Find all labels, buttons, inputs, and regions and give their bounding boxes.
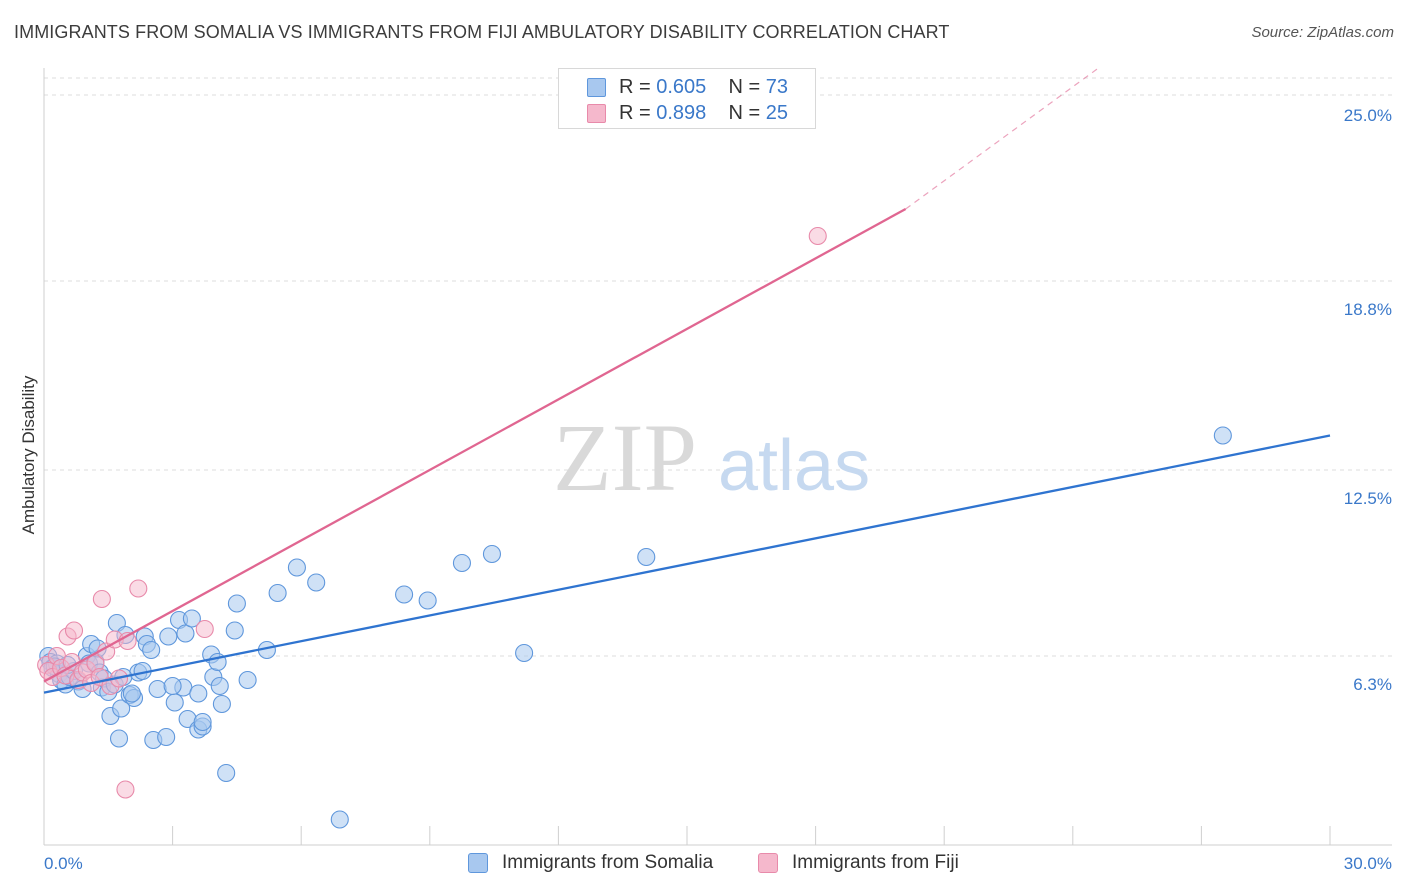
somalia-point [238, 670, 257, 690]
somalia-r-label: R = [619, 76, 651, 98]
somalia-point [482, 544, 502, 564]
somalia-point [452, 553, 472, 573]
somalia-point [307, 573, 326, 592]
somalia-point [210, 676, 229, 696]
y-tick-label: 12.5% [1344, 489, 1392, 508]
source-label: Source: ZipAtlas.com [1251, 24, 1394, 41]
y-axis-title: Ambulatory Disability [19, 375, 38, 534]
somalia-point [122, 684, 141, 703]
fiji-point [195, 619, 214, 639]
somalia-point [193, 712, 212, 732]
fiji-point [808, 226, 827, 246]
somalia-point [142, 640, 161, 660]
somalia-point [176, 624, 195, 643]
somalia-point [148, 679, 167, 699]
somalia-point [287, 558, 306, 577]
somalia-point [227, 594, 246, 613]
fiji-point [92, 589, 111, 609]
x-tick-label: 0.0% [44, 854, 83, 873]
somalia-swatch [587, 78, 606, 97]
somalia-legend-label: Immigrants from Somalia [502, 852, 714, 873]
somalia-point [330, 810, 349, 829]
fiji-n-value: 25 [765, 102, 789, 124]
watermark-atlas: atlas [718, 426, 870, 506]
y-tick-label: 18.8% [1344, 300, 1392, 319]
fiji-swatch [587, 104, 606, 123]
fiji-n-label: N = [728, 102, 761, 124]
somalia-trend-line [43, 434, 1331, 694]
chart-title: IMMIGRANTS FROM SOMALIA VS IMMIGRANTS FR… [14, 22, 950, 42]
fiji-legend-label: Immigrants from Fiji [792, 852, 959, 873]
somalia-point [163, 676, 182, 696]
watermark-zip: ZIP [553, 404, 697, 511]
fiji-point [116, 780, 135, 799]
somalia-point [395, 585, 414, 604]
fiji-point [129, 579, 148, 598]
somalia-n-label: N = [728, 76, 761, 98]
y-tick-label: 6.3% [1353, 675, 1392, 694]
trend-layer [43, 67, 1331, 694]
fiji-trend-extension [905, 67, 1099, 210]
fiji-point [64, 621, 84, 640]
tick-layer [43, 826, 1331, 845]
somalia-point [165, 693, 184, 712]
somalia-point [225, 621, 244, 640]
label-layer: 6.3% 12.5% 18.8% 25.0% 0.0% 30.0% [44, 106, 1392, 873]
y-tick-label: 25.0% [1344, 106, 1392, 125]
somalia-point [515, 643, 534, 663]
watermark: ZIP atlas [553, 404, 870, 511]
fiji-legend-swatch [758, 853, 778, 873]
somalia-point [1213, 426, 1232, 445]
somalia-point [159, 627, 178, 646]
somalia-point [217, 763, 236, 783]
somalia-n-value: 73 [765, 76, 789, 98]
somalia-point [182, 609, 201, 628]
somalia-point [157, 727, 176, 747]
fiji-trend-line [43, 207, 907, 683]
axis-layer [43, 68, 1392, 846]
fiji-r-value: 0.898 [656, 102, 707, 124]
fiji-points [37, 226, 827, 799]
somalia-point [112, 699, 131, 718]
somalia-point [418, 591, 437, 610]
somalia-point [109, 729, 129, 748]
x-tick-label: 30.0% [1344, 854, 1392, 873]
fiji-r-label: R = [619, 102, 651, 124]
somalia-point [189, 684, 208, 703]
somalia-point [637, 547, 656, 567]
somalia-point [212, 694, 231, 714]
somalia-legend-swatch [468, 853, 488, 873]
somalia-point [268, 583, 287, 603]
somalia-r-value: 0.605 [656, 76, 707, 98]
series-legend: Immigrants from Somalia Immigrants from … [0, 850, 1406, 880]
stats-legend: R = 0.605 N = 73 R = 0.898 N = 25 [558, 68, 816, 129]
grid-layer [44, 77, 1392, 657]
